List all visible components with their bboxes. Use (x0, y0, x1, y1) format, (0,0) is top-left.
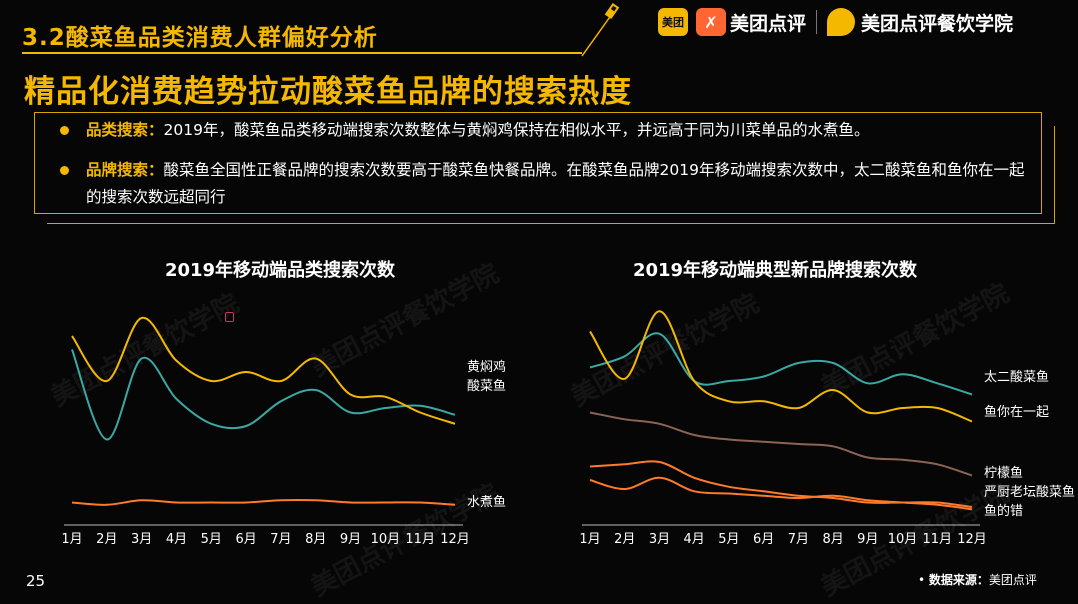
category-chart-legend-label: 酸菜鱼 (467, 378, 506, 394)
brand-chart-series-line (589, 460, 973, 508)
summary-box (34, 112, 1042, 214)
brand-chart-legend-label: 鱼你在一起 (984, 404, 1049, 420)
section-underline (22, 52, 582, 54)
category-chart-x-tick-label: 4月 (166, 532, 187, 547)
brand-chart-x-tick-label: 4月 (684, 532, 705, 547)
brand-chart-legend-label: 鱼的错 (984, 503, 1023, 519)
chart-title-brand: 2019年移动端典型新品牌搜索次数 (632, 260, 918, 281)
brand-chart-series-line (589, 411, 973, 477)
category-chart-x-tick-label: 1月 (61, 532, 82, 547)
bullet-dot-icon (60, 126, 69, 135)
pen-decoration-icon (581, 2, 620, 57)
brand-chart-series-line (589, 476, 973, 511)
academy-leaf-icon (827, 8, 856, 36)
category-chart-x-tick-label: 6月 (235, 532, 256, 547)
bullet-label: 品牌搜索： (86, 161, 164, 179)
category-chart-x-tick-label: 9月 (340, 532, 361, 547)
brand-dianping: ✗ 美团点评 美团点评餐饮学院 (696, 8, 1013, 36)
source-value: 美团点评 (988, 573, 1037, 587)
section-title: 3.2酸菜鱼品类消费人群偏好分析 (22, 25, 378, 51)
main-title: 精品化消费趋势拉动酸菜鱼品牌的搜索热度 (24, 74, 632, 110)
category-chart-x-tick-label: 11月 (405, 532, 435, 547)
brand-chart-x-tick-label: 7月 (788, 532, 809, 547)
bullet-text: 2019年，酸菜鱼品类移动端搜索次数整体与黄焖鸡保持在相似水平，并远高于同为川菜… (163, 121, 870, 139)
bullet-text: 酸菜鱼全国性正餐品牌的搜索次数要高于酸菜鱼快餐品牌。在酸菜鱼品牌2019年移动端… (86, 161, 1025, 206)
category-chart-x-tick-label: 5月 (201, 532, 222, 547)
brand-chart-x-tick-label: 8月 (822, 532, 843, 547)
category-chart-series-line (71, 316, 456, 425)
summary-bullet-brand: 品牌搜索：酸菜鱼全国性正餐品牌的搜索次数要高于酸菜鱼快餐品牌。在酸菜鱼品牌201… (60, 157, 1030, 211)
brand-chart-series-line (589, 310, 973, 423)
brand-meituan: 美团 (658, 8, 692, 36)
brand-chart-x-tick-label: 10月 (888, 532, 918, 547)
category-chart-x-tick-label: 12月 (440, 532, 470, 547)
brand-dianping-label: 美团点评 (730, 12, 807, 35)
source-label: 数据来源： (928, 573, 989, 587)
brand-chart-x-tick-label: 3月 (649, 532, 670, 547)
brand-chart-legend-label: 柠檬鱼 (984, 465, 1023, 481)
brand-chart-legend-label: 严厨老坛酸菜鱼 (984, 484, 1075, 500)
brand-chart-x-tick-label: 12月 (957, 532, 987, 547)
category-chart-legend-label: 黄焖鸡 (467, 359, 506, 375)
category-chart-x-tick-label: 10月 (371, 532, 401, 547)
dianping-logo-icon: ✗ (696, 8, 726, 36)
brand-academy-label: 美团点评餐饮学院 (861, 12, 1014, 35)
brand-separator (816, 10, 818, 34)
brand-chart-x-tick-label: 1月 (579, 532, 600, 547)
brand-chart-x-tick-label: 2月 (614, 532, 635, 547)
category-chart-x-tick-label: 8月 (305, 532, 326, 547)
brand-chart-x-tick-label: 9月 (857, 532, 878, 547)
summary-box-shadow (47, 126, 1055, 224)
summary-bullet-category: 品类搜索：2019年，酸菜鱼品类移动端搜索次数整体与黄焖鸡保持在相似水平，并远高… (60, 117, 1030, 144)
bullet-dot-icon (60, 166, 69, 175)
category-chart-series-line (71, 349, 456, 441)
chart-title-category: 2019年移动端品类搜索次数 (164, 260, 396, 281)
brand-chart-legend-label: 太二酸菜鱼 (984, 369, 1049, 385)
data-source: • 数据来源：美团点评 (918, 573, 1037, 587)
category-chart-series-line (71, 499, 456, 506)
meituan-logo-icon: 美团 (658, 8, 688, 36)
brand-chart-x-tick-label: 11月 (922, 532, 952, 547)
brand-chart-x-tick-label: 5月 (718, 532, 739, 547)
category-chart-x-tick-label: 7月 (270, 532, 291, 547)
page-number: 25 (26, 572, 46, 590)
category-chart-x-tick-label: 2月 (96, 532, 117, 547)
category-chart-legend-label: 水煮鱼 (467, 494, 506, 510)
brand-chart-series-line (589, 332, 973, 396)
bullet-label: 品类搜索： (86, 121, 164, 139)
brand-chart-x-tick-label: 6月 (753, 532, 774, 547)
category-chart-x-tick-label: 3月 (131, 532, 152, 547)
marker-icon (225, 312, 234, 322)
